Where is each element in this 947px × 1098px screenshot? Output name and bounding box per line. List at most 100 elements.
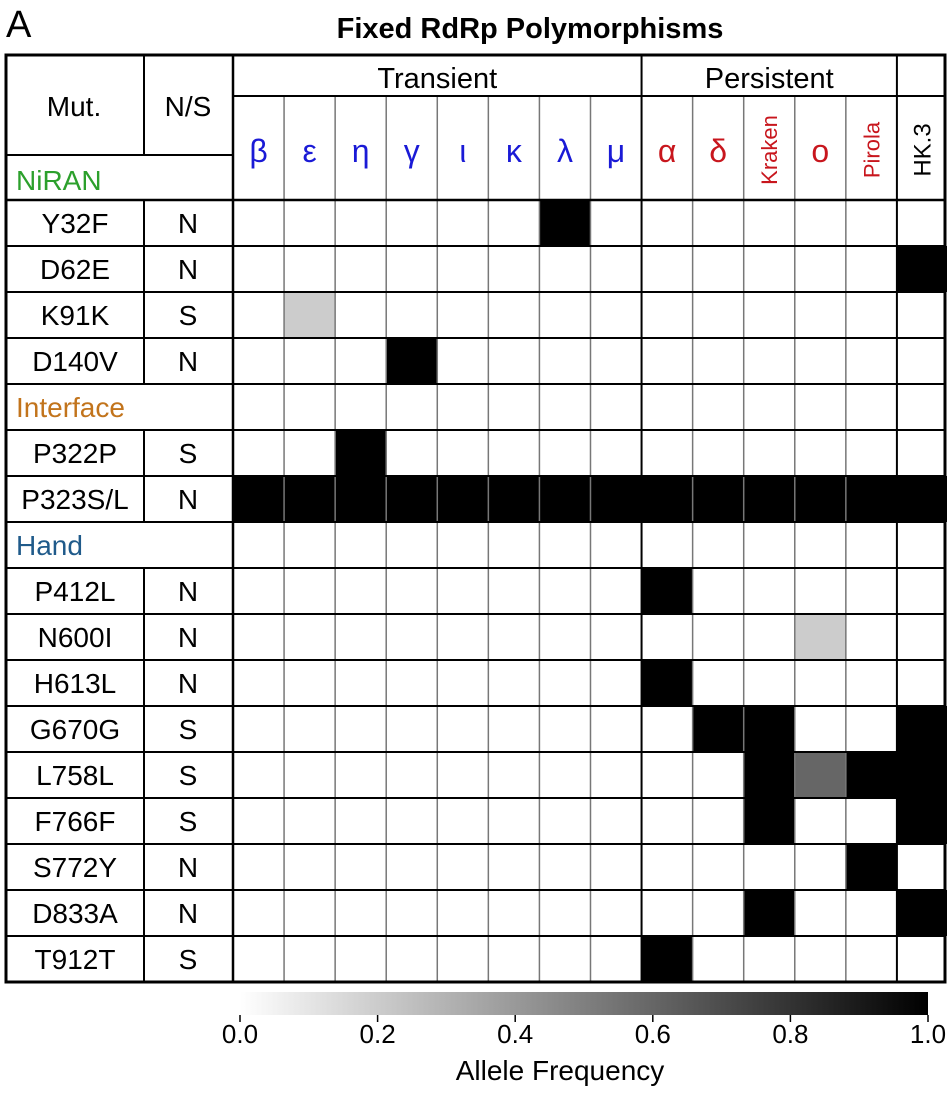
- row-ns-value: S: [179, 806, 198, 837]
- row-ns-value: S: [179, 760, 198, 791]
- row-label-t912t: T912T: [35, 944, 116, 975]
- row-ns-value: N: [178, 208, 198, 239]
- row-label-s772y: S772Y: [33, 852, 117, 883]
- section-label-hand: Hand: [16, 530, 83, 561]
- row-ns-value: S: [179, 714, 198, 745]
- row-label-f766f: F766F: [35, 806, 116, 837]
- colorbar: [240, 992, 928, 1015]
- header-ns: N/S: [165, 91, 212, 122]
- row-ns-value: N: [178, 898, 198, 929]
- heatmap-cell: [743, 890, 795, 936]
- variant-label: δ: [709, 133, 727, 169]
- group-label-transient: Transient: [377, 63, 497, 95]
- heatmap-cell: [743, 798, 795, 844]
- variant-label: ε: [302, 133, 316, 169]
- row-label-p322p: P322P: [33, 438, 117, 469]
- heatmap-cell: [335, 430, 387, 476]
- row-label-y32f: Y32F: [42, 208, 109, 239]
- heatmap-cell: [641, 476, 693, 522]
- row-label-k91k: K91K: [41, 300, 110, 331]
- panel-label: A: [6, 4, 32, 46]
- heatmap-cell: [794, 614, 846, 660]
- row-ns-value: S: [179, 944, 198, 975]
- colorbar-label: Allele Frequency: [456, 1055, 665, 1086]
- row-ns-value: N: [178, 576, 198, 607]
- grid-lines: [4, 53, 947, 984]
- row-ns-value: S: [179, 438, 198, 469]
- chart-title: Fixed RdRp Polymorphisms: [337, 13, 724, 45]
- variant-label: ι: [459, 133, 466, 169]
- colorbar-tick-label: 0.2: [360, 1019, 396, 1049]
- row-label-n600i: N600I: [38, 622, 113, 653]
- variant-label: α: [658, 133, 677, 169]
- colorbar-tick-label: 1.0: [910, 1019, 946, 1049]
- heatmap-cell: [437, 476, 489, 522]
- row-label-p323s-l: P323S/L: [21, 484, 128, 515]
- heatmap-cell: [386, 476, 438, 522]
- heatmap-cell: [896, 798, 947, 844]
- row-label-d833a: D833A: [32, 898, 118, 929]
- table-border: [4, 53, 947, 984]
- group-label-persistent: Persistent: [705, 63, 834, 95]
- row-ns-value: N: [178, 852, 198, 883]
- row-ns-value: N: [178, 484, 198, 515]
- row-ns-value: N: [178, 668, 198, 699]
- heatmap-cell: [845, 844, 897, 890]
- heatmap-cell: [794, 476, 846, 522]
- heatmap-cell: [845, 752, 897, 798]
- heatmap-cell: [845, 476, 897, 522]
- heatmap-cell: [335, 476, 387, 522]
- row-ns-value: S: [179, 300, 198, 331]
- variant-label: μ: [607, 133, 625, 169]
- heatmap-cell: [641, 568, 693, 614]
- row-ns-value: N: [178, 622, 198, 653]
- header-mutation: Mut.: [47, 91, 101, 122]
- variant-label: ο: [811, 133, 829, 169]
- heatmap-cell: [896, 476, 947, 522]
- heatmap-cell: [692, 476, 744, 522]
- row-label-g670g: G670G: [30, 714, 120, 745]
- cell-grid: [233, 200, 947, 982]
- variant-label: η: [352, 133, 370, 169]
- row-ns-value: N: [178, 254, 198, 285]
- heatmap-cell: [233, 476, 285, 522]
- colorbar-tick-label: 0.6: [635, 1019, 671, 1049]
- heatmap-cell: [896, 706, 947, 752]
- heatmap-cell: [896, 246, 947, 292]
- heatmap-cell: [641, 936, 693, 982]
- heatmap-cell: [539, 476, 591, 522]
- section-label-interface: Interface: [16, 392, 125, 423]
- row-label-p412l: P412L: [35, 576, 116, 607]
- variant-label: κ: [506, 133, 523, 169]
- heatmap-cell: [641, 660, 693, 706]
- heatmap-cell: [896, 752, 947, 798]
- variant-label: γ: [404, 133, 420, 169]
- colorbar-tick-label: 0.0: [222, 1019, 258, 1049]
- section-label-niran: NiRAN: [16, 165, 102, 196]
- heatmap-cell: [284, 476, 336, 522]
- colorbar-tick-label: 0.4: [497, 1019, 533, 1049]
- heatmap-cell: [590, 476, 642, 522]
- colorbar-ticks: 0.0 0.2 0.4 0.6 0.8 1.0: [222, 1015, 946, 1049]
- heatmap-cell: [692, 706, 744, 752]
- heatmap-cell: [539, 200, 591, 246]
- heatmap-cell: [284, 292, 336, 338]
- heatmap-cell: [743, 476, 795, 522]
- variant-label-kraken: Kraken: [757, 115, 782, 185]
- colorbar-tick-label: 0.8: [772, 1019, 808, 1049]
- row-ns-value: N: [178, 346, 198, 377]
- variant-label: β: [249, 133, 267, 169]
- heatmap-cell: [896, 890, 947, 936]
- heatmap-cell: [743, 706, 795, 752]
- row-label-h613l: H613L: [34, 668, 117, 699]
- heatmap-cell: [488, 476, 540, 522]
- variant-label: λ: [557, 133, 573, 169]
- row-label-l758l: L758L: [36, 760, 114, 791]
- row-label-d62e: D62E: [40, 254, 110, 285]
- row-label-d140v: D140V: [32, 346, 118, 377]
- variant-label-hk-3: HK.3: [909, 123, 936, 176]
- heatmap-cell: [794, 752, 846, 798]
- variant-label-pirola: Pirola: [859, 121, 884, 178]
- heatmap-cell: [386, 338, 438, 384]
